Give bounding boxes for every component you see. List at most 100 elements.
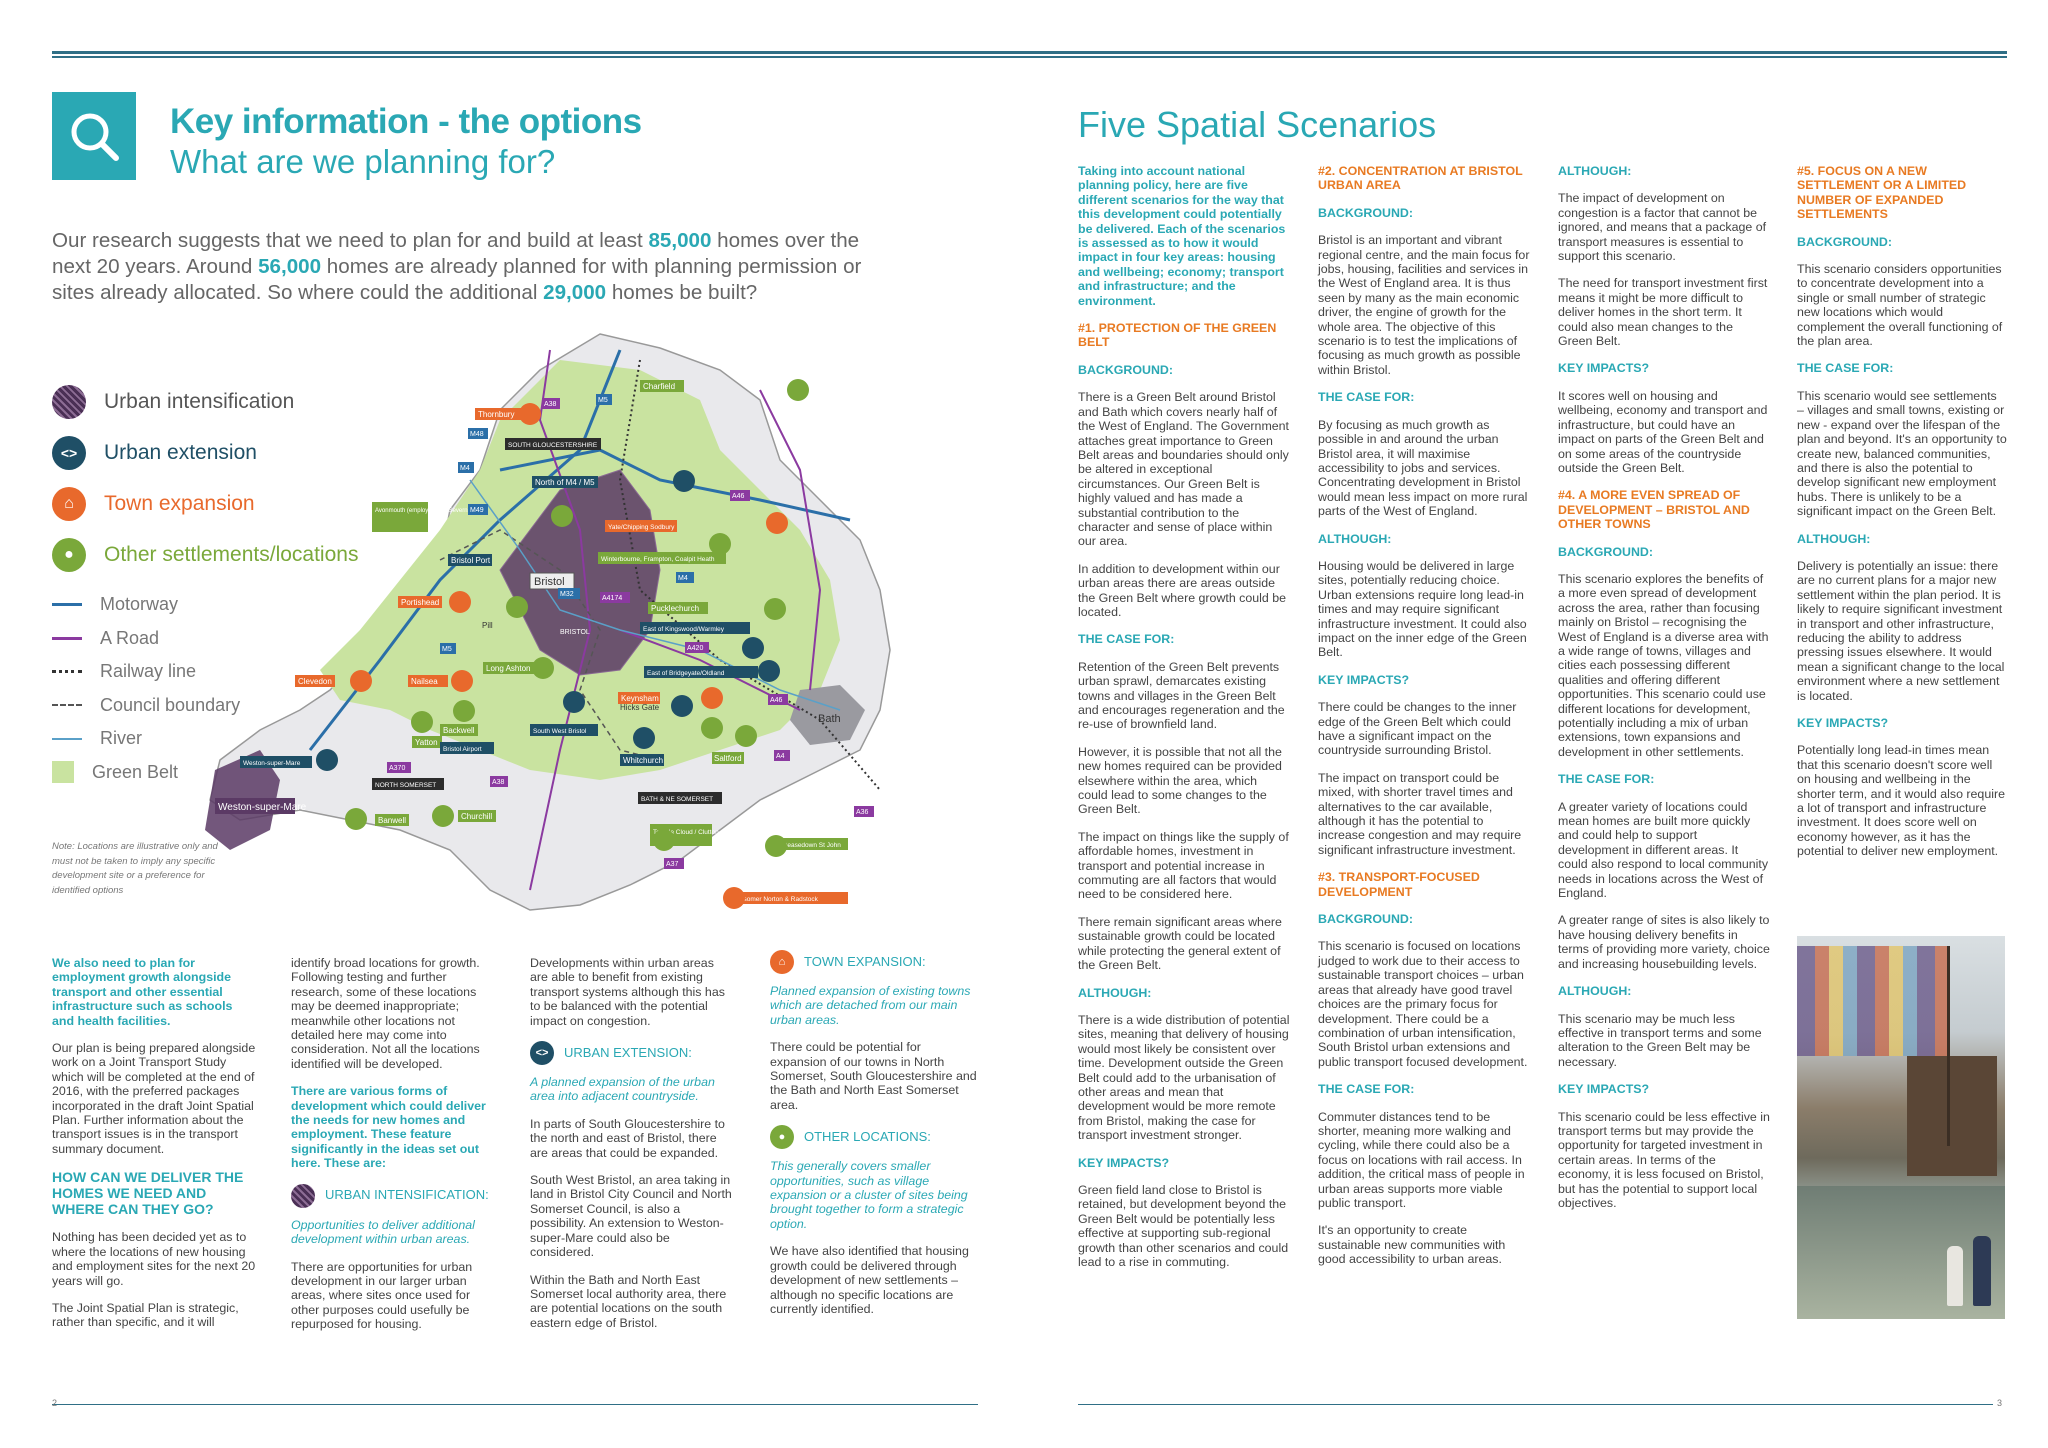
map-note: Note: Locations are illustrative only an… [52, 841, 218, 896]
place-label: Charfield [643, 382, 675, 391]
legend-other-settlements: ● Other settlements/locations [52, 529, 358, 580]
intro-text: Our research suggests that we need to pl… [52, 229, 862, 304]
place-label: Bath [818, 713, 841, 725]
place-label: Clevedon [298, 677, 332, 686]
place-label: Peasedown St John [783, 842, 841, 849]
road-label: M48 [470, 431, 484, 438]
a-road-a46 [759, 389, 822, 691]
urban-extension-heading: <> URBAN EXTENSION: [530, 1041, 735, 1066]
place-label: South West Bristol [533, 728, 587, 735]
label-box-bristol-airport [440, 742, 494, 754]
marker-other [701, 717, 723, 739]
place-label: Weston-super-Mare [243, 760, 301, 767]
marker-other [764, 598, 786, 620]
label-box-whitchurch [620, 754, 664, 766]
intro-num-85000: 85,000 [648, 229, 712, 252]
river [469, 479, 841, 711]
left-col-1: We also need to plan for employment grow… [52, 956, 256, 1330]
harbourside-photo [1797, 936, 2005, 1319]
place-label: Yatton [415, 738, 438, 747]
marker-other [506, 596, 528, 618]
place-label: Banwell [378, 816, 406, 825]
marker-other [735, 725, 757, 747]
hatched-circle-icon [291, 1183, 315, 1208]
place-label: Backwell [443, 726, 475, 735]
right-col-1: Taking into account national planning po… [1078, 164, 1290, 1269]
label-box-yatton [412, 736, 442, 748]
place-label: Nailsea [411, 677, 438, 686]
photo-houses [1797, 946, 1947, 1056]
marker-extension [758, 660, 780, 682]
marker-town [723, 887, 745, 909]
marker-other [411, 711, 433, 733]
label-box-avonmouth [372, 502, 428, 532]
road-box [676, 572, 694, 583]
label-box-midsomer [730, 892, 848, 904]
road-box [596, 394, 612, 405]
road-label: A370 [389, 765, 405, 772]
house-icon: ⌂ [52, 486, 86, 521]
label-box-bath-ne [638, 792, 722, 804]
place-label: Portishead [401, 598, 439, 607]
marker-extension [671, 695, 693, 717]
road-box [490, 776, 508, 787]
legend-urban-intensification: Urban intensification [52, 376, 358, 427]
label-box-long-ashton [483, 662, 537, 674]
road-box [664, 858, 684, 869]
road-label: M32 [560, 591, 574, 598]
legend-a-road: A Road [52, 622, 358, 656]
road-label: A4174 [602, 595, 622, 602]
place-label: Saltford [714, 754, 742, 763]
marker-extension [673, 470, 695, 492]
right-col-4: #5. FOCUS ON A NEW SETTLEMENT OR A LIMIT… [1797, 164, 2007, 859]
photo-child [1947, 1246, 1963, 1306]
road-box [768, 694, 788, 705]
label-box-bristol-port [448, 554, 492, 566]
road-label: A37 [666, 861, 679, 868]
search-icon-box [52, 92, 136, 180]
place-label: Thornbury [478, 410, 514, 419]
marker-town [350, 670, 372, 692]
town-expansion-heading: ⌂ TOWN EXPANSION: [770, 950, 980, 974]
place-label: Temple Cloud / Clutton [653, 829, 719, 836]
place-label: BRISTOL [560, 629, 590, 636]
label-box-pucklechurch [648, 602, 708, 614]
legend-railway: Railway line [52, 655, 358, 689]
label-box-backwell [440, 724, 478, 736]
motorway-m4 [499, 448, 851, 522]
place-label: Bristol Airport [443, 746, 482, 753]
spatial-map: Charfield Thornbury SOUTH GLOUCESTERSHIR… [205, 333, 891, 911]
label-box-weston-1 [240, 756, 312, 768]
road-label: M49 [470, 507, 484, 514]
road-label: M4 [460, 465, 470, 472]
road-box [458, 462, 474, 473]
label-box-weston-2 [215, 798, 295, 814]
marker-other [653, 829, 675, 851]
place-label: Churchill [461, 812, 492, 821]
road-label: M5 [598, 397, 608, 404]
right-col-2: #2. CONCENTRATION AT BRISTOL URBAN AREA … [1318, 164, 1530, 1267]
road-label: A46 [732, 493, 745, 500]
location-pin-icon: ● [770, 1125, 794, 1150]
intro-num-56000: 56,000 [258, 255, 322, 278]
marker-other [432, 805, 454, 827]
label-box-winterbourne [598, 552, 726, 564]
hatched-circle-icon [52, 384, 86, 419]
left-col-3: Developments within urban areas are able… [530, 956, 735, 1343]
label-box-nailsea [408, 675, 448, 687]
place-label: Pucklechurch [651, 604, 699, 613]
marker-other [765, 835, 787, 857]
place-label: NORTH SOMERSET [375, 782, 436, 789]
photo-mast [1947, 946, 1950, 1146]
label-box-saltford [712, 752, 744, 764]
left-col-4: ⌂ TOWN EXPANSION: Planned expansion of e… [770, 950, 980, 1329]
a-road-a38 [529, 349, 592, 891]
marker-other [453, 700, 475, 722]
marker-town [519, 403, 541, 425]
intro-num-29000: 29,000 [543, 281, 607, 304]
road-box [685, 642, 709, 653]
map-legend: Urban intensification <> Urban extension… [52, 376, 358, 789]
label-box-charfield [640, 380, 684, 392]
marker-town [766, 512, 788, 534]
road-box [730, 490, 750, 501]
